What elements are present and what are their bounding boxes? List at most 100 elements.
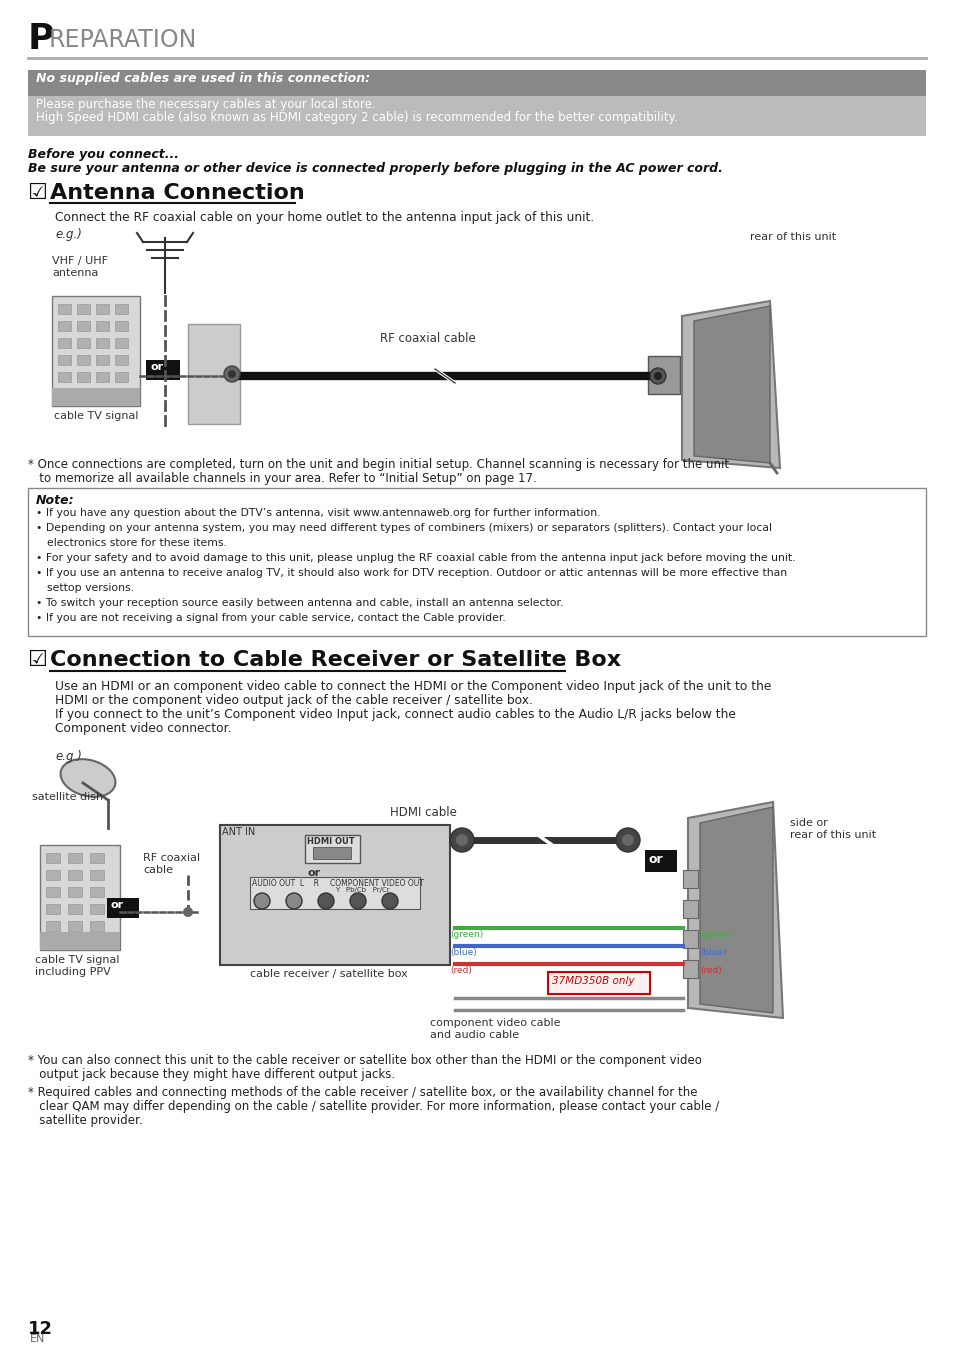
Bar — [58, 355, 71, 365]
Bar — [68, 887, 82, 896]
Text: (blue): (blue) — [700, 948, 726, 957]
Text: cable receiver / satellite box: cable receiver / satellite box — [250, 969, 407, 979]
Circle shape — [649, 368, 665, 384]
Bar — [188, 324, 240, 425]
Text: component video cable
and audio cable: component video cable and audio cable — [430, 1018, 560, 1039]
Text: cable TV signal: cable TV signal — [54, 411, 138, 421]
Bar — [90, 887, 104, 896]
Bar — [682, 960, 698, 979]
Bar — [96, 372, 109, 381]
Polygon shape — [687, 802, 782, 1018]
Bar — [77, 338, 90, 348]
Text: or: or — [308, 868, 321, 878]
Bar — [90, 905, 104, 914]
Circle shape — [456, 834, 468, 847]
Text: P: P — [28, 22, 54, 57]
Bar — [40, 845, 120, 950]
Text: to memorize all available channels in your area. Refer to “Initial Setup” on pag: to memorize all available channels in yo… — [28, 472, 537, 485]
Text: Connection to Cable Receiver or Satellite Box: Connection to Cable Receiver or Satellit… — [50, 650, 620, 670]
Text: • To switch your reception source easily between antenna and cable, install an a: • To switch your reception source easily… — [36, 599, 563, 608]
Text: EN: EN — [30, 1335, 46, 1344]
Text: (red): (red) — [700, 967, 721, 975]
Text: e.g.): e.g.) — [55, 749, 82, 763]
Polygon shape — [700, 807, 772, 1012]
Bar — [90, 921, 104, 931]
Bar — [77, 321, 90, 332]
Text: Before you connect...: Before you connect... — [28, 148, 179, 160]
Text: Please purchase the necessary cables at your local store.: Please purchase the necessary cables at … — [36, 98, 375, 111]
Circle shape — [286, 892, 302, 909]
Text: rear of this unit: rear of this unit — [749, 232, 835, 243]
Text: HDMI cable: HDMI cable — [390, 806, 456, 820]
Bar — [682, 930, 698, 948]
Bar — [28, 488, 925, 636]
Bar — [46, 905, 60, 914]
Text: High Speed HDMI cable (also known as HDMI category 2 cable) is recommended for t: High Speed HDMI cable (also known as HDM… — [36, 111, 677, 124]
Circle shape — [616, 828, 639, 852]
Text: (green): (green) — [450, 930, 483, 940]
Text: e.g.): e.g.) — [55, 228, 82, 241]
Text: electronics store for these items.: electronics store for these items. — [47, 538, 227, 549]
Circle shape — [317, 892, 334, 909]
Text: • If you are not receiving a signal from your cable service, contact the Cable p: • If you are not receiving a signal from… — [36, 613, 505, 623]
Bar — [46, 921, 60, 931]
Bar — [547, 972, 649, 993]
Text: ANT IN: ANT IN — [222, 828, 255, 837]
Text: • Depending on your antenna system, you may need different types of combiners (m: • Depending on your antenna system, you … — [36, 523, 771, 532]
Bar — [96, 355, 109, 365]
Bar — [115, 338, 128, 348]
Bar — [77, 305, 90, 314]
Polygon shape — [693, 306, 769, 462]
Text: (blue): (blue) — [450, 948, 476, 957]
Text: Be sure your antenna or other device is connected properly before plugging in th: Be sure your antenna or other device is … — [28, 162, 722, 175]
Bar — [96, 338, 109, 348]
Text: 37MD350B only: 37MD350B only — [552, 976, 634, 985]
Text: Use an HDMI or an component video cable to connect the HDMI or the Component vid: Use an HDMI or an component video cable … — [55, 679, 771, 693]
Text: satellite provider.: satellite provider. — [28, 1113, 143, 1127]
Bar — [644, 851, 677, 872]
Text: * Once connections are completed, turn on the unit and begin initial setup. Chan: * Once connections are completed, turn o… — [28, 458, 728, 470]
Bar — [46, 853, 60, 863]
Bar — [58, 372, 71, 381]
Bar — [115, 305, 128, 314]
Text: RF coaxial cable: RF coaxial cable — [379, 332, 476, 345]
Bar — [68, 853, 82, 863]
Bar — [647, 356, 679, 394]
Text: ☑: ☑ — [28, 650, 55, 670]
Text: or: or — [111, 900, 124, 910]
Text: clear QAM may differ depending on the cable / satellite provider. For more infor: clear QAM may differ depending on the ca… — [28, 1100, 719, 1113]
Bar — [52, 297, 140, 406]
Text: side or
rear of this unit: side or rear of this unit — [789, 818, 875, 840]
Bar — [68, 905, 82, 914]
Bar — [90, 869, 104, 880]
Text: Component video connector.: Component video connector. — [55, 723, 232, 735]
Circle shape — [654, 372, 661, 380]
Text: * You can also connect this unit to the cable receiver or satellite box other th: * You can also connect this unit to the … — [28, 1054, 701, 1068]
Bar — [68, 921, 82, 931]
Text: HDMI OUT: HDMI OUT — [307, 837, 355, 847]
Bar — [28, 96, 925, 136]
Circle shape — [350, 892, 366, 909]
Text: HDMI or the component video output jack of the cable receiver / satellite box.: HDMI or the component video output jack … — [55, 694, 533, 706]
Text: Y   Pb/Cb   Pr/Cr: Y Pb/Cb Pr/Cr — [335, 887, 389, 892]
Text: (green): (green) — [700, 930, 733, 940]
Text: • If you have any question about the DTV’s antenna, visit www.antennaweb.org for: • If you have any question about the DTV… — [36, 508, 599, 518]
Text: or: or — [648, 853, 663, 865]
Text: COMPONENT VIDEO OUT: COMPONENT VIDEO OUT — [330, 879, 423, 888]
Circle shape — [381, 892, 397, 909]
Text: • If you use an antenna to receive analog TV, it should also work for DTV recept: • If you use an antenna to receive analo… — [36, 568, 786, 578]
Bar — [58, 305, 71, 314]
Bar — [58, 321, 71, 332]
Bar — [46, 869, 60, 880]
Text: Note:: Note: — [36, 493, 74, 507]
Text: antenna: antenna — [52, 268, 98, 278]
Circle shape — [228, 369, 235, 377]
Polygon shape — [681, 301, 780, 468]
Text: Connect the RF coaxial cable on your home outlet to the antenna input jack of th: Connect the RF coaxial cable on your hom… — [55, 212, 594, 224]
Ellipse shape — [60, 759, 115, 797]
Bar — [52, 388, 140, 406]
Bar — [313, 847, 351, 859]
Bar — [682, 869, 698, 888]
Bar — [46, 887, 60, 896]
Bar — [96, 321, 109, 332]
